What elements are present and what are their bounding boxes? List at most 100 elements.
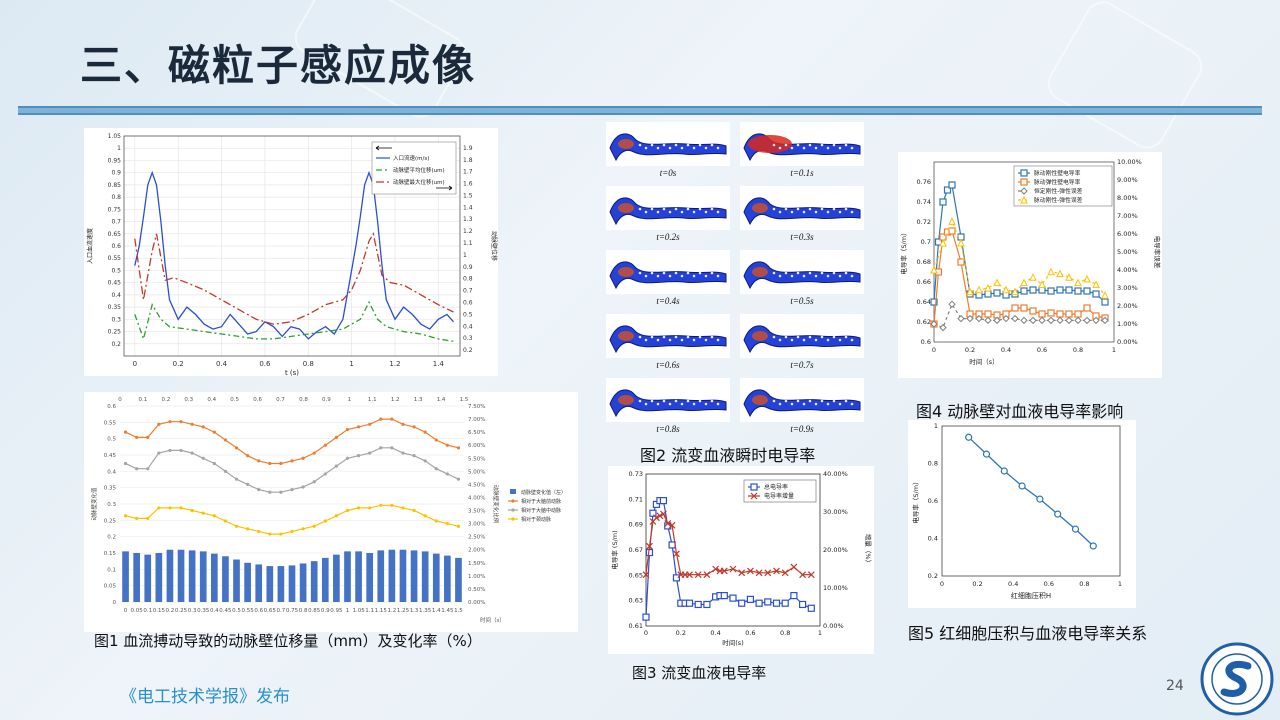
- rbc-particle: [686, 207, 690, 211]
- rbc-particle: [704, 210, 708, 214]
- x-tick-label: 0: [124, 608, 128, 614]
- y-axis-label: 入口血流速度: [86, 228, 94, 264]
- page-number: 24: [1166, 678, 1184, 694]
- y2-tick-label: 0.00%: [1117, 338, 1138, 346]
- rbc-particle: [668, 210, 672, 214]
- x-axis-label: 红细胞压积H: [1011, 591, 1051, 600]
- y2-tick-label: 1.00%: [1117, 320, 1138, 328]
- data-point: [146, 516, 150, 520]
- data-point: [1020, 304, 1028, 312]
- top-tick-label: 1.4: [437, 397, 446, 403]
- x-tick-label: 1.3: [410, 608, 419, 614]
- data-point: [993, 278, 1001, 287]
- data-point: [179, 420, 183, 424]
- data-point: [746, 595, 754, 603]
- series-line-1: [134, 300, 454, 342]
- rbc-particle: [802, 210, 806, 214]
- y2-tick-label: 1.5: [463, 192, 473, 199]
- x-tick-label: 0.2: [965, 346, 975, 354]
- data-point: [984, 316, 992, 325]
- plot-4-panel: 0 0.2 0.4 0.6 0.8 1 0.6 0.62 0.64 0.66 0.68 0.7 0.72…: [898, 152, 1162, 378]
- rbc-particle: [838, 338, 842, 342]
- data-point: [975, 285, 983, 294]
- rbc-particle: [656, 210, 660, 214]
- vessel-shape: [609, 389, 727, 418]
- y-tick-label: 0.62: [917, 318, 931, 326]
- y2-tick-label: 6.00%: [1117, 230, 1138, 238]
- data-point: [746, 567, 754, 575]
- legend-label: 入口流速(m/s): [393, 154, 429, 162]
- y2-tick-label: 30.00%: [823, 508, 848, 516]
- y2-tick-label: 0.2: [463, 347, 473, 354]
- x-tick-label: 0.6: [1037, 346, 1047, 354]
- y-tick-label: 0.35: [108, 304, 122, 311]
- x-tick-label: 0.5: [232, 608, 241, 614]
- x-tick-label: 0: [644, 629, 648, 637]
- rbc-particle: [808, 143, 812, 147]
- rbc-particle: [790, 274, 794, 278]
- rbc-particle: [850, 210, 854, 214]
- fig2-time-label: t=0.7s: [790, 360, 814, 370]
- data-point: [401, 506, 405, 510]
- data-point: [212, 461, 216, 466]
- y-tick-label: 0.45: [104, 453, 117, 459]
- data-point: [312, 524, 316, 528]
- high-conductivity-region: [618, 331, 634, 341]
- x-tick-label: 0.3: [188, 608, 197, 614]
- data-point: [257, 529, 261, 534]
- x-tick-label: 0.2: [173, 360, 184, 368]
- top-tick-label: 1.2: [391, 397, 400, 403]
- vessel-conductivity-image: [740, 122, 864, 166]
- x-tick-label: 0.6: [259, 360, 271, 368]
- vessel-conductivity-image: [606, 250, 730, 294]
- fig2-time-label: t=0.1s: [790, 168, 814, 178]
- y2-axis-label: 电导率误差: [1153, 236, 1162, 269]
- x-tick-label: 0: [133, 360, 137, 368]
- vessel-shape: [609, 197, 727, 226]
- data-point: [212, 430, 216, 434]
- x-axis-label: t (s): [285, 369, 299, 376]
- rbc-particle: [790, 402, 794, 406]
- rbc-particle: [686, 143, 690, 147]
- y-tick-label: 0.71: [629, 495, 643, 503]
- vessel-shape: [743, 389, 861, 418]
- rbc-particle: [814, 210, 818, 214]
- data-point: [323, 519, 327, 523]
- data-point: [1038, 316, 1046, 325]
- vessel-shape: [743, 325, 861, 354]
- data-point: [668, 521, 676, 529]
- rbc-particle: [638, 271, 642, 275]
- legend-swatch: [750, 483, 758, 491]
- rbc-particle: [820, 335, 824, 339]
- rbc-particle: [808, 271, 812, 275]
- university-seal-logo: [1200, 642, 1274, 716]
- rbc-particle: [674, 399, 678, 403]
- rbc-particle: [844, 335, 848, 339]
- rbc-particle: [802, 402, 806, 406]
- x-tick-label: 0.8: [299, 608, 308, 614]
- y2-tick-label: 2.00%: [468, 548, 485, 554]
- x-tick-label: 0.4: [1001, 346, 1011, 354]
- plot-5-chart: 0 0.2 0.4 0.6 0.8 10.20.40.60.81红细胞压积H电导率（S/m…: [911, 422, 1122, 600]
- top-tick-label: 0.4: [207, 397, 216, 403]
- rbc-particle: [698, 335, 702, 339]
- series-line-1: [125, 418, 459, 465]
- plot-1-chart: 00.050.10.150.20.250.30.350.40.450.50.55…: [90, 397, 566, 624]
- data-point: [957, 258, 965, 266]
- data-point: [948, 300, 956, 308]
- plot-frame: [123, 135, 461, 357]
- x-tick-label: 0.7: [277, 608, 286, 614]
- plot-3-chart: 0 0.2 0.4 0.6 0.8 1 0.61 0.63 0.65 0.67 0.69 0.71 0.…: [610, 470, 873, 647]
- y-tick-label: 0.65: [629, 571, 643, 579]
- bar: [177, 549, 185, 602]
- data-point: [773, 567, 780, 575]
- y2-tick-label: 6.00%: [468, 443, 485, 449]
- x-tick-label: 1.4: [433, 360, 445, 368]
- source-link[interactable]: 《电工技术学报》发布: [120, 687, 290, 707]
- bar: [388, 549, 396, 602]
- rbc-particle: [644, 274, 648, 278]
- data-point: [1029, 316, 1037, 325]
- x-tick-label: 0.45: [219, 608, 232, 614]
- bar: [344, 551, 351, 602]
- data-point: [390, 417, 394, 421]
